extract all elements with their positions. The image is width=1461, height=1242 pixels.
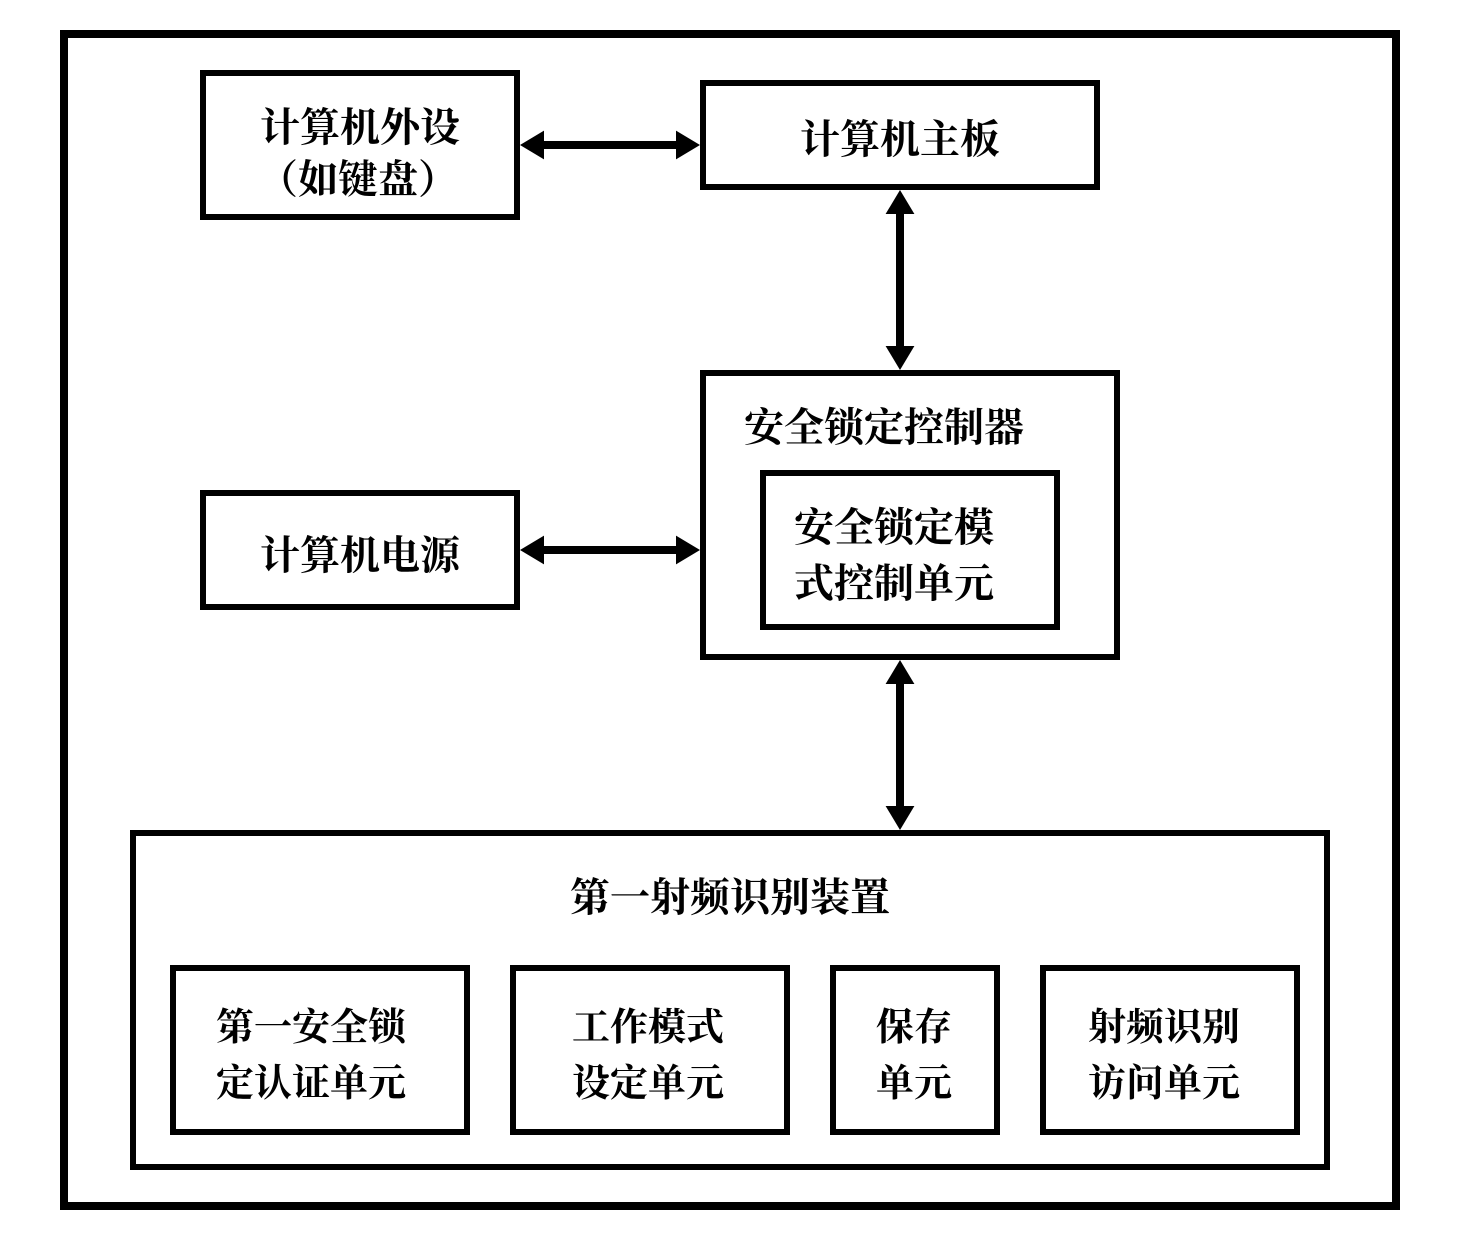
label-lock-ctrl: 安全锁定控制器 xyxy=(744,400,1024,450)
label-lock-mode-l2: 式控制单元 xyxy=(794,556,994,606)
label-rfid1-l2: 定认证单元 xyxy=(216,1056,406,1104)
label-rfid4-l1: 射频识别 xyxy=(1088,1000,1240,1048)
label-motherboard: 计算机主板 xyxy=(800,112,1000,162)
label-rfid1-l1: 第一安全锁 xyxy=(216,1000,406,1048)
label-rfid3-l2: 单元 xyxy=(876,1056,952,1104)
label-rfid3-l1: 保存 xyxy=(876,1000,952,1048)
label-power: 计算机电源 xyxy=(260,528,460,578)
label-peripheral-l1: 计算机外设 xyxy=(260,100,460,150)
label-rfid-title: 第一射频识别装置 xyxy=(570,870,890,920)
label-rfid2-l2: 设定单元 xyxy=(572,1056,724,1104)
label-rfid4-l2: 访问单元 xyxy=(1088,1056,1240,1104)
diagram-canvas: 计算机外设 （如键盘） 计算机主板 计算机电源 安全锁定控制器 安全锁定模 式控… xyxy=(0,0,1461,1242)
label-rfid2-l1: 工作模式 xyxy=(572,1000,724,1048)
label-peripheral-l2: （如键盘） xyxy=(258,152,458,202)
label-lock-mode-l1: 安全锁定模 xyxy=(794,500,994,550)
